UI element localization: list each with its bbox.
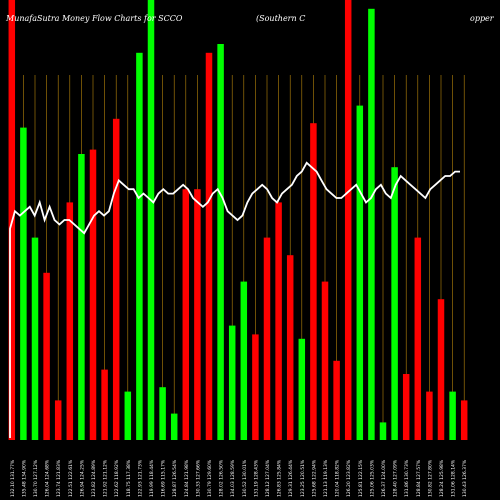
bar-38 [437, 299, 445, 440]
bar-30 [344, 0, 352, 440]
bar-40 [460, 400, 468, 440]
x-tick-label-4: 126.04 124.68% [45, 459, 51, 497]
bar-36 [414, 237, 422, 440]
bar-3 [31, 237, 39, 440]
bar-16 [182, 189, 190, 440]
x-tick-label-14: 116.69 115.17% [161, 459, 167, 497]
bar-26 [298, 338, 306, 440]
x-tick-label-37: 130.82 127.80% [427, 459, 433, 497]
bar-6 [66, 202, 74, 440]
x-tick-label-15: 128.87 126.54% [172, 459, 178, 497]
chart-title: MunafaSutra Money Flow Charts for SCCO [5, 14, 183, 23]
bar-34 [391, 167, 398, 440]
x-tick-label-20: 134.03 128.59% [230, 459, 236, 497]
bar-15 [170, 413, 178, 440]
bar-11 [124, 391, 132, 440]
bar-13 [147, 0, 155, 440]
bar-31 [356, 105, 364, 440]
x-tick-label-26: 123.25 120.51% [300, 459, 306, 497]
bar-9 [101, 369, 108, 440]
bar-32 [368, 8, 375, 441]
bar-7 [78, 154, 85, 440]
x-tick-labels: 132.10 131.77% 135.48 134.90% 130.70 127.1… [10, 459, 468, 497]
x-tick-label-38: 128.24 125.98% [439, 459, 445, 497]
bar-8 [89, 149, 97, 440]
bar-27 [310, 123, 317, 440]
bar-12 [136, 52, 143, 441]
x-tick-label-8: 123.82 124.89% [91, 459, 97, 497]
bar-20 [228, 325, 236, 440]
x-tick-label-34: 128.40 127.09% [393, 459, 399, 497]
bar-23 [263, 237, 271, 440]
x-tick-label-39: 131.06 128.14% [451, 459, 457, 497]
bar-18 [205, 52, 213, 441]
x-tick-label-27: 125.68 122.94% [311, 459, 317, 497]
x-tick-label-2: 135.48 134.90% [21, 459, 27, 497]
bar-22 [252, 334, 259, 440]
bar-4 [43, 272, 50, 440]
bar-5 [54, 400, 62, 440]
bar-39 [449, 391, 456, 440]
chart-subtitle: (Southern C [256, 14, 305, 23]
bar-19 [217, 44, 224, 440]
x-tick-label-33: 126.37 124.00% [381, 459, 387, 497]
bar-29 [333, 360, 340, 440]
x-tick-label-1: 132.10 131.77% [10, 459, 16, 497]
x-tick-label-16: 124.84 121.98% [184, 459, 190, 497]
x-tick-label-10: 122.62 118.92% [114, 459, 120, 497]
x-tick-label-7: 126.94 124.25% [79, 459, 85, 497]
x-tick-label-19: 128.02 126.50% [219, 459, 225, 497]
x-tick-label-6: 122.51 122.61% [68, 459, 74, 497]
x-tick-label-9: 121.92 121.12% [103, 459, 109, 497]
bar-2 [20, 127, 27, 440]
x-tick-label-28: 121.13 119.13% [323, 459, 329, 497]
bar-25 [286, 255, 294, 440]
x-tick-label-22: 131.19 128.43% [253, 459, 259, 497]
x-tick-label-3: 130.70 127.12% [33, 459, 39, 497]
bar-37 [426, 391, 433, 440]
x-tick-label-35: 131.86 130.73% [404, 459, 410, 497]
x-tick-label-30: 126.20 123.82% [346, 459, 352, 497]
money-flow-line [9, 161, 460, 438]
x-tick-label-25: 129.31 126.44% [288, 459, 294, 497]
bar-17 [194, 189, 201, 440]
x-tick-label-11: 118.75 117.38% [126, 459, 132, 497]
x-tick-label-29: 120.04 118.82% [335, 459, 341, 497]
x-tick-label-17: 130.33 127.66% [195, 459, 201, 497]
x-tick-label-23: 128.12 127.04% [265, 459, 271, 497]
x-tick-label-13: 119.99 118.44% [149, 459, 155, 497]
x-tick-label-18: 130.79 129.60% [207, 459, 213, 497]
bar-33 [379, 422, 387, 440]
x-tick-label-40: 130.43 126.37% [462, 459, 468, 497]
bar-35 [402, 374, 410, 440]
x-tick-label-5: 123.74 121.83% [56, 459, 62, 497]
bar-28 [321, 281, 329, 440]
x-tick-label-12: 122.93 121.73% [137, 459, 143, 497]
bar-21 [240, 281, 248, 440]
bar-14 [159, 387, 166, 440]
bar-24 [275, 202, 282, 440]
chart-title-tail: opper [470, 14, 495, 23]
x-tick-label-36: 128.84 127.57% [416, 459, 422, 497]
x-tick-label-32: 125.06 125.03% [369, 459, 375, 497]
bar-10 [112, 118, 120, 441]
x-tick-label-24: 126.83 125.84% [277, 459, 283, 497]
x-tick-label-21: 130.52 130.01% [242, 459, 248, 497]
x-tick-label-31: 125.81 122.15% [358, 459, 364, 497]
